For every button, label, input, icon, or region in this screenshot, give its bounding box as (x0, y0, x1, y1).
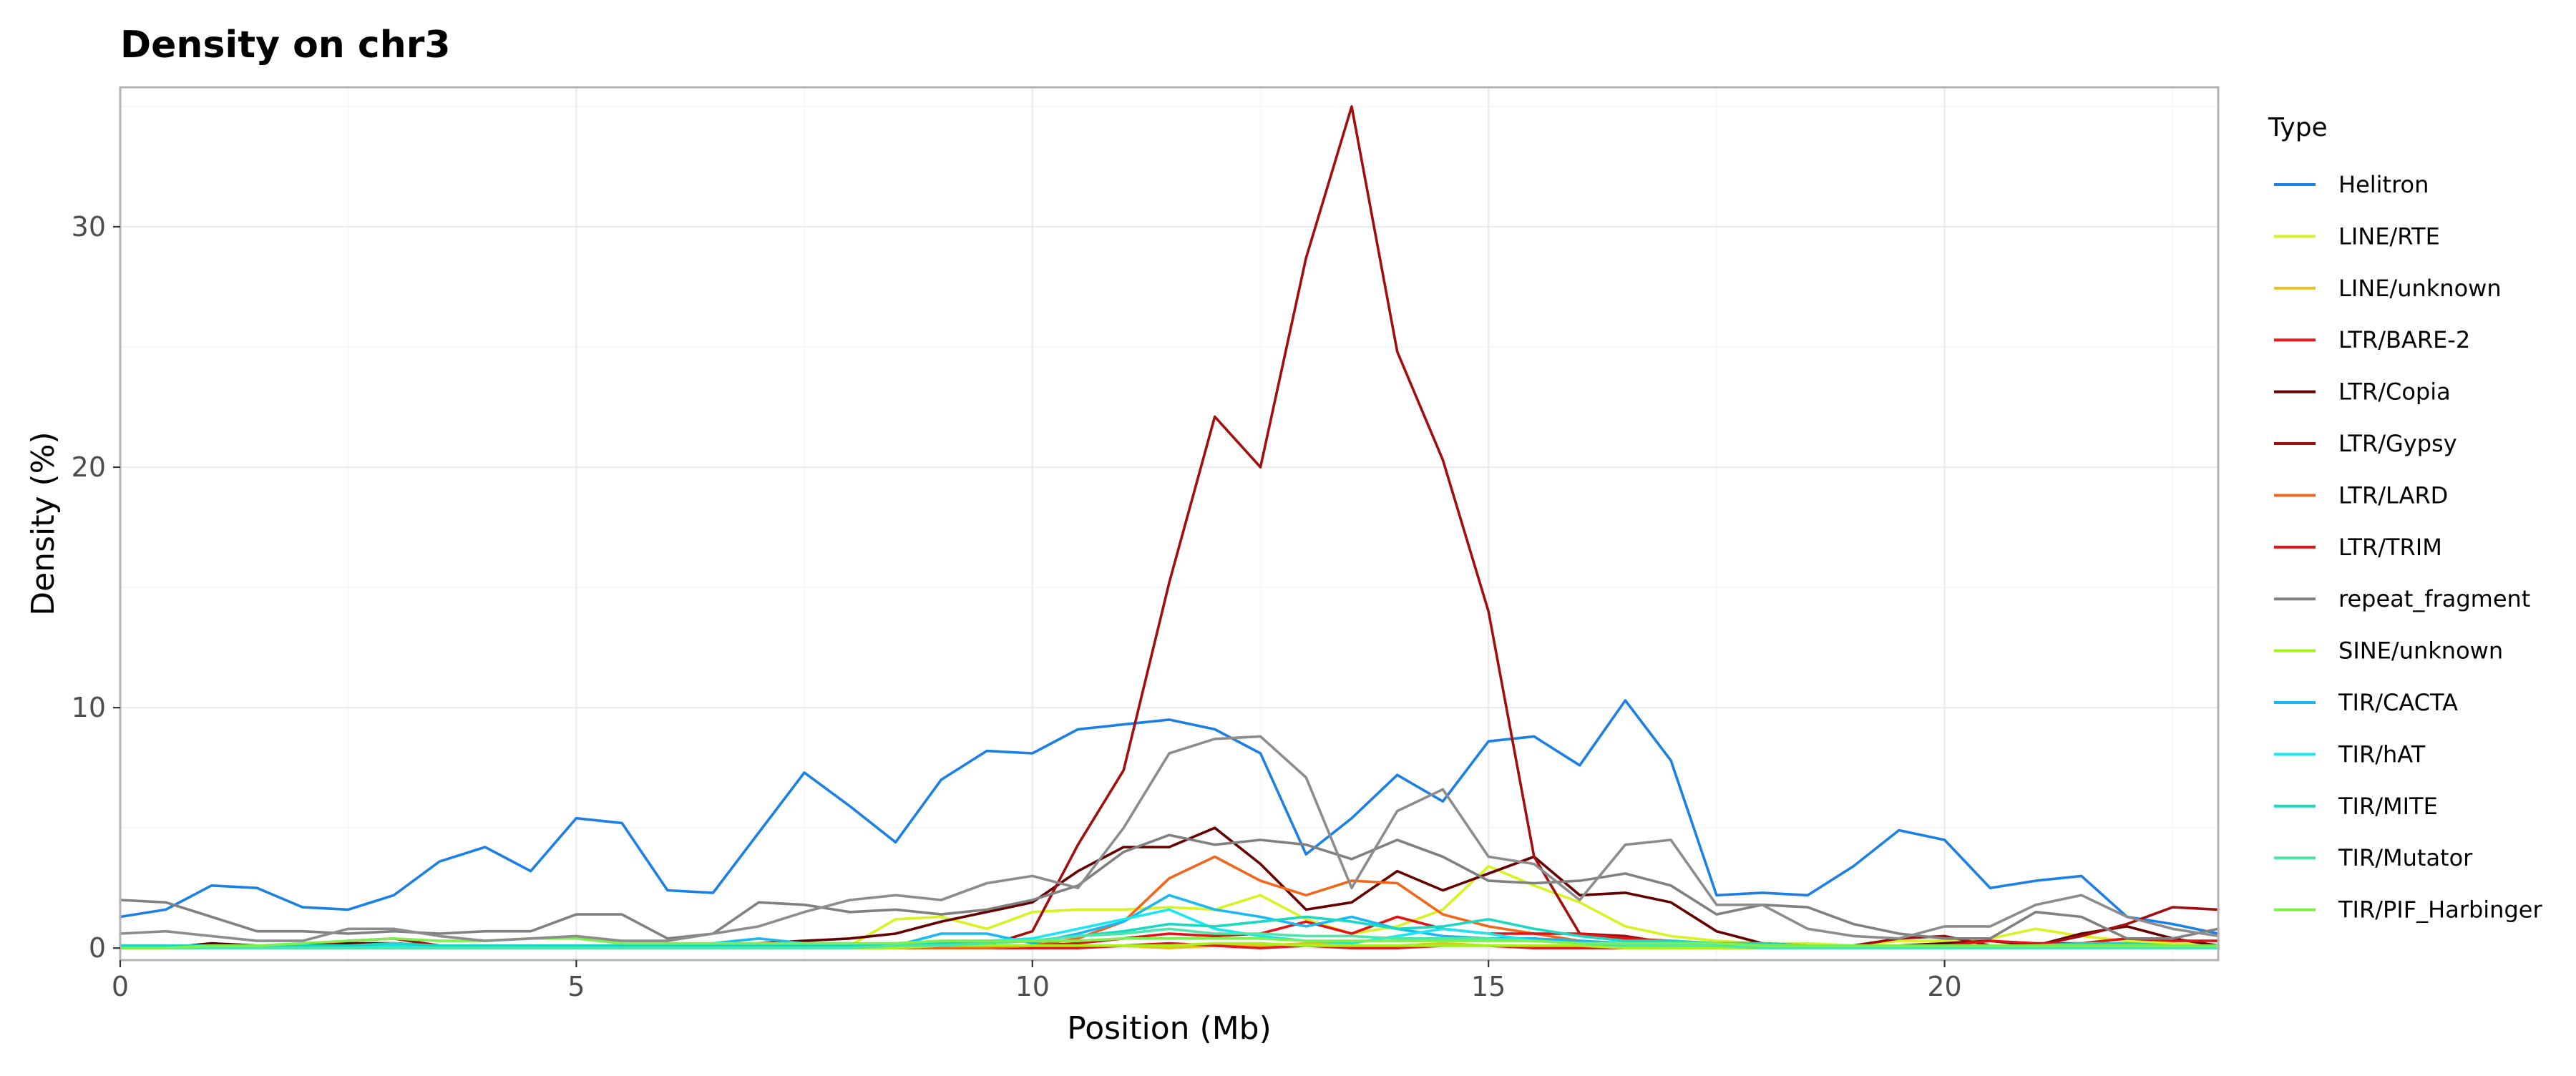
series-line-tir-mutator (119, 927, 2220, 949)
axis-ticks: 0 5 10 15 20 0 10 20 30 (72, 211, 1962, 1002)
series-line-unlabeled-15 (119, 735, 2220, 942)
legend-label: LINE/RTE (2338, 222, 2440, 250)
x-tick-label: 0 (112, 971, 129, 1002)
y-axis-title: Density (%) (25, 431, 62, 615)
x-tick-label: 15 (1471, 971, 1506, 1002)
series-line-helitron (119, 699, 2220, 935)
legend-label: LTR/Copia (2338, 378, 2451, 406)
series-line-repeat-fragment (119, 833, 2220, 940)
legend-label: LINE/unknown (2338, 275, 2502, 302)
x-tick-label: 10 (1015, 971, 1050, 1002)
legend-label: Helitron (2338, 171, 2429, 198)
panel-border (119, 86, 2220, 962)
series-line-tir-pif-harbinger (119, 937, 2220, 949)
x-tick-label: 5 (567, 971, 585, 1002)
legend-label: TIR/MITE (2338, 793, 2438, 820)
legend-label: LTR/LARD (2338, 481, 2448, 509)
legend-label: LTR/TRIM (2338, 534, 2442, 561)
legend-label: repeat_fragment (2338, 585, 2530, 612)
y-tick-label: 0 (89, 932, 106, 964)
legend-label: LTR/Gypsy (2338, 430, 2457, 457)
legend-label: LTR/BARE-2 (2338, 326, 2470, 353)
legend-label: TIR/PIF_Harbinger (2338, 896, 2542, 924)
chart-title: Density on chr3 (120, 24, 451, 67)
legend-label: TIR/Mutator (2338, 844, 2473, 871)
legend-label: TIR/CACTA (2338, 689, 2458, 716)
legend: Type Helitron LINE/RTE LINE/unknown LTR/BAR… (2268, 113, 2542, 924)
x-axis-title: Position (Mb) (1067, 1010, 1272, 1047)
legend-label: SINE/unknown (2338, 637, 2503, 665)
series-lines (119, 105, 2220, 949)
y-tick-label: 10 (72, 692, 106, 723)
legend-label: TIR/hAT (2338, 740, 2426, 768)
y-tick-label: 30 (72, 211, 106, 243)
y-tick-label: 20 (72, 451, 106, 483)
x-tick-label: 20 (1927, 971, 1961, 1002)
gridlines (119, 87, 2218, 960)
legend-title: Type (2268, 113, 2328, 142)
